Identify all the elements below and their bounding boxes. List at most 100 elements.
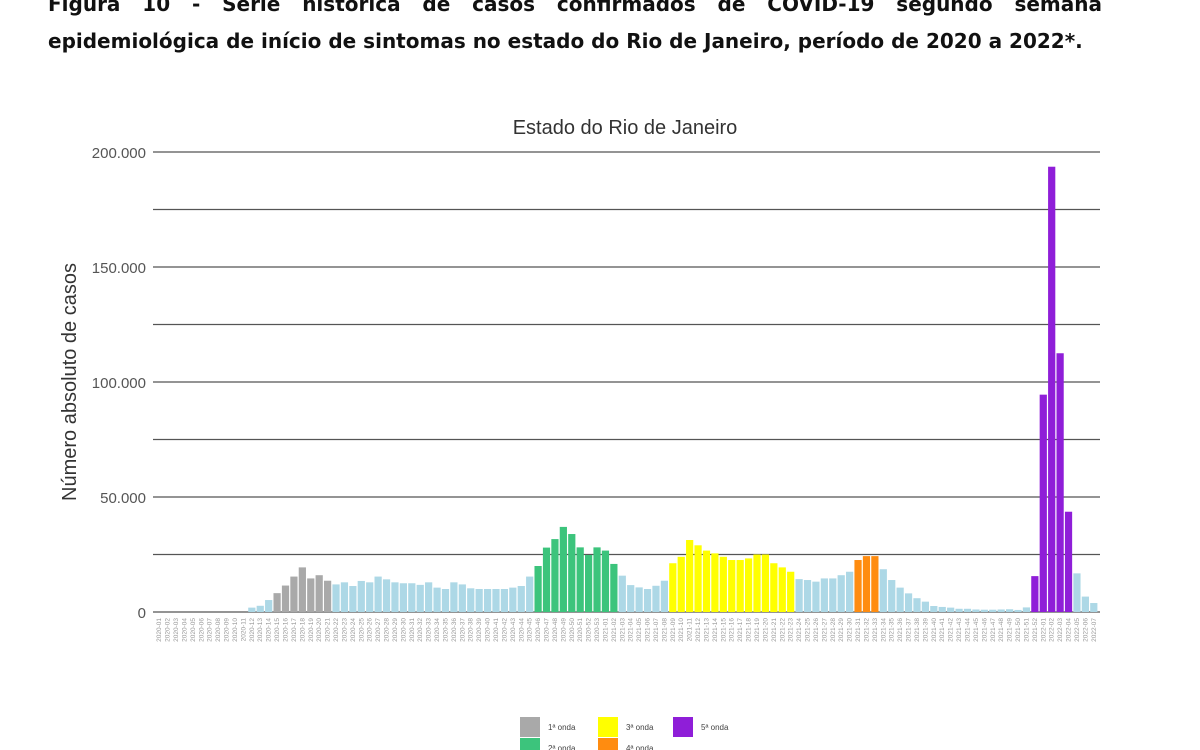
- bar-2020-14: [265, 600, 273, 612]
- bar-2021-18: [744, 558, 753, 612]
- bar-2020-40: [483, 589, 492, 612]
- bar-2021-10: [677, 556, 685, 612]
- x-tick-label: 2020-53: [594, 618, 601, 642]
- bar-2020-21: [323, 580, 332, 612]
- legend-swatch: [598, 738, 618, 750]
- x-tick-label: 2020-16: [283, 618, 290, 642]
- x-tick-label: 2020-47: [544, 618, 551, 642]
- x-tick-label: 2021-05: [636, 618, 643, 642]
- x-tick-label: 2020-49: [560, 618, 567, 642]
- x-tick-label: 2020-17: [291, 618, 298, 642]
- x-tick-label: 2020-30: [400, 618, 407, 642]
- bar-2021-16: [728, 560, 736, 612]
- bar-2021-13: [702, 550, 711, 612]
- x-tick-label: 2021-40: [931, 618, 938, 642]
- bar-2021-39: [921, 601, 930, 612]
- x-tick-label: 2021-29: [838, 618, 845, 642]
- x-tick-label: 2021-16: [729, 618, 736, 642]
- x-tick-label: 2020-37: [459, 618, 466, 642]
- legend-label: 3ª onda: [626, 723, 654, 732]
- bar-2021-29: [837, 575, 845, 612]
- x-tick-label: 2021-47: [990, 618, 997, 642]
- x-tick-label: 2020-33: [426, 618, 433, 642]
- bar-2021-04: [627, 585, 635, 612]
- y-tick-label: 150.000: [92, 260, 146, 277]
- x-tick-label: 2020-13: [257, 618, 264, 642]
- x-tick-label: 2021-17: [737, 618, 744, 642]
- x-tick-label: 2021-50: [1015, 618, 1022, 642]
- x-tick-label: 2020-46: [535, 618, 542, 642]
- chart-title: Estado do Rio de Janeiro: [513, 117, 738, 139]
- bar-2020-45: [526, 576, 534, 612]
- bar-2020-38: [467, 588, 475, 612]
- bar-2022-06: [1081, 596, 1089, 612]
- bar-2021-07: [652, 585, 660, 612]
- x-tick-label: 2020-39: [476, 618, 483, 642]
- legend-swatch: [598, 717, 618, 737]
- x-tick-label: 2021-02: [611, 618, 618, 642]
- bar-2021-32: [862, 556, 871, 612]
- x-tick-label: 2020-23: [341, 618, 348, 642]
- legend-label: 5ª onda: [701, 723, 729, 732]
- x-tick-label: 2021-30: [847, 618, 854, 642]
- x-tick-label: 2020-07: [207, 618, 214, 642]
- y-axis-label: Número absoluto de casos: [59, 263, 81, 501]
- bar-2021-08: [660, 580, 668, 612]
- x-tick-label: 2021-07: [653, 618, 660, 642]
- y-tick-label: 0: [138, 605, 146, 622]
- x-tick-label: 2021-28: [830, 618, 837, 642]
- x-tick-label: 2020-44: [518, 618, 525, 642]
- x-tick-label: 2020-32: [417, 618, 424, 642]
- bar-2020-32: [416, 584, 424, 612]
- bar-2021-15: [719, 556, 727, 612]
- x-tick-label: 2021-37: [906, 618, 913, 642]
- x-tick-label: 2020-22: [333, 618, 340, 642]
- x-tick-label: 2020-02: [165, 618, 172, 642]
- x-tick-label: 2020-27: [375, 618, 382, 642]
- figure-caption: Figura 10 - Série histórica de casos con…: [48, 0, 1102, 53]
- bar-2021-22: [778, 567, 786, 612]
- x-tick-label: 2021-09: [670, 618, 677, 642]
- bar-2020-51: [576, 547, 584, 612]
- x-tick-label: 2020-35: [442, 618, 449, 642]
- bar-2021-52: [1031, 576, 1039, 612]
- x-tick-label: 2021-45: [973, 618, 980, 642]
- x-tick-label: 2021-24: [796, 618, 803, 642]
- x-tick-label: 2021-33: [872, 618, 879, 642]
- x-tick-label: 2020-08: [215, 618, 222, 642]
- legend-label: 4ª onda: [626, 744, 654, 750]
- bar-2020-23: [340, 582, 349, 612]
- x-tick-label: 2021-13: [703, 618, 710, 642]
- x-tick-label: 2020-09: [224, 618, 231, 642]
- x-tick-label: 2021-34: [880, 618, 887, 642]
- bar-2020-20: [315, 575, 323, 612]
- x-tick-label: 2021-41: [939, 618, 946, 642]
- bar-2020-41: [492, 589, 500, 612]
- y-tick-label: 100.000: [92, 375, 146, 392]
- x-tick-label: 2021-36: [897, 618, 904, 642]
- x-tick-label: 2021-46: [981, 618, 988, 642]
- bar-2020-53: [593, 547, 601, 612]
- x-tick-label: 2021-03: [619, 618, 626, 642]
- bar-2020-13: [256, 605, 264, 612]
- bar-2020-18: [298, 567, 306, 612]
- x-tick-label: 2021-19: [754, 618, 761, 642]
- bar-2021-51: [1022, 607, 1031, 612]
- bar-2021-17: [736, 560, 744, 612]
- x-tick-label: 2020-41: [493, 618, 500, 642]
- x-tick-label: 2020-05: [190, 618, 197, 642]
- x-tick-label: 2021-10: [678, 618, 685, 642]
- x-tick-label: 2021-26: [813, 618, 820, 642]
- bar-2021-30: [846, 571, 854, 612]
- x-tick-label: 2022-01: [1040, 618, 1047, 642]
- bar-2020-34: [433, 587, 441, 612]
- bar-2020-24: [349, 586, 357, 612]
- x-tick-label: 2020-26: [367, 618, 374, 642]
- bar-2020-35: [441, 589, 450, 612]
- x-tick-label: 2020-06: [198, 618, 205, 642]
- x-tick-label: 2021-12: [695, 618, 702, 642]
- bar-2020-39: [475, 589, 483, 612]
- bar-2021-50: [1014, 609, 1022, 612]
- x-tick-label: 2021-32: [863, 618, 870, 642]
- bar-2020-44: [517, 586, 525, 612]
